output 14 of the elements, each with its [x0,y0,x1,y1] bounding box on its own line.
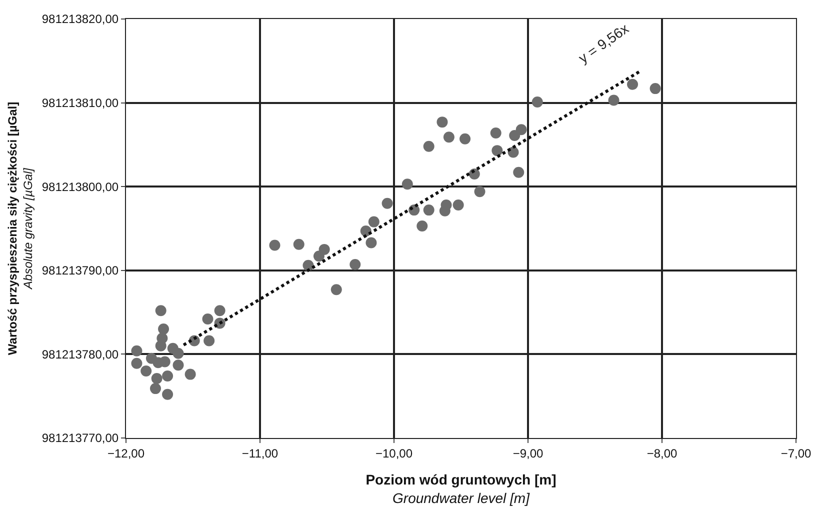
y-tick-label: 981213770,00 [42,431,119,446]
y-tick-label: 981213780,00 [42,347,119,362]
x-tick-label: −8,00 [646,446,678,460]
y-tick-label: 981213790,00 [42,264,119,278]
y-axis-title: Wartość przyspieszenia siły ciężkości [µGal] Absolute gravity [µGal] [6,102,36,356]
y-tick-label: 981213810,00 [42,96,119,110]
y-tick-label: 981213820,00 [42,12,119,26]
x-tick-label: −7,00 [780,446,812,460]
x-tick-label: −11,00 [242,446,278,460]
x-tick-label: −9,00 [512,446,544,460]
x-tick-label: −12,00 [107,446,145,460]
x-axis-title: Poziom wód gruntowych [m] Groundwater level [m] [366,472,556,506]
y-tick-label: 981213800,00 [42,180,119,194]
x-tick-label: −10,00 [375,446,413,460]
